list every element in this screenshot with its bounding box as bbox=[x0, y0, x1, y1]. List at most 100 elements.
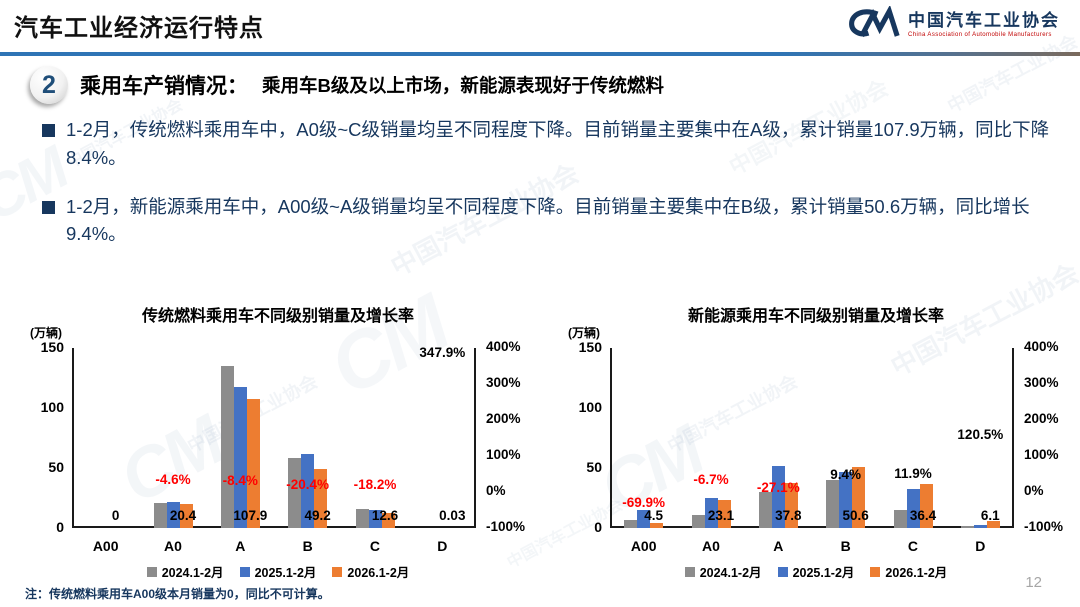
section-heading-row: 2 乘用车产销情况： 乘用车B级及以上市场，新能源表现好于传统燃料 bbox=[30, 66, 664, 104]
bar-2024.1-2月-B bbox=[826, 480, 840, 528]
legend-swatch bbox=[332, 566, 343, 577]
bar-2024.1-2月-B bbox=[288, 458, 302, 528]
chart-title: 新能源乘用车不同级别销量及增长率 bbox=[687, 308, 944, 325]
value-label: 36.4 bbox=[909, 508, 937, 523]
value-label: 0.03 bbox=[439, 508, 466, 523]
caam-logo-text: 中国汽车工业协会 China Association of Automobile… bbox=[908, 12, 1060, 38]
bar-2025.1-2月-B bbox=[839, 472, 853, 528]
growth-label: -18.2% bbox=[353, 476, 397, 492]
caam-monogram-icon bbox=[846, 4, 900, 45]
y-axis-tick: 50 bbox=[586, 459, 602, 475]
growth-label: 120.5% bbox=[957, 426, 1004, 442]
growth-label: -27.1% bbox=[756, 479, 800, 495]
bar-2025.1-2月-B bbox=[301, 454, 315, 528]
legend-label: 2025.1-2月 bbox=[254, 566, 317, 580]
legend-swatch bbox=[684, 566, 695, 577]
x-axis-label: B bbox=[302, 538, 313, 554]
legend-item: 2025.1-2月 bbox=[239, 562, 317, 581]
legend-item: 2026.1-2月 bbox=[332, 562, 409, 581]
y2-axis-tick: 0% bbox=[486, 483, 506, 498]
x-axis-label: A00 bbox=[92, 538, 119, 554]
value-label: 12.6 bbox=[371, 508, 399, 523]
growth-label: -6.7% bbox=[693, 472, 729, 488]
bar-2026.1-2月-A00 bbox=[650, 523, 664, 528]
y2-axis-tick: 400% bbox=[486, 339, 521, 354]
bar-2025.1-2月-C bbox=[906, 489, 920, 528]
legend-swatch bbox=[146, 566, 157, 577]
chart-legend: 2024.1-2月 2025.1-2月 2026.1-2月 bbox=[22, 562, 534, 581]
bar-2024.1-2月-A bbox=[758, 492, 772, 528]
caam-name-en: China Association of Automobile Manufact… bbox=[908, 32, 1052, 39]
growth-label: 11.9% bbox=[894, 465, 932, 481]
legend-label: 2025.1-2月 bbox=[792, 566, 855, 580]
bar-2026.1-2月-A bbox=[246, 399, 260, 528]
caam-logo: 中国汽车工业协会 China Association of Automobile… bbox=[846, 4, 1060, 45]
value-label: 37.8 bbox=[775, 508, 802, 523]
value-label: 0 bbox=[111, 508, 120, 523]
growth-label: -69.9% bbox=[622, 495, 666, 511]
legend-label: 2024.1-2月 bbox=[699, 566, 762, 580]
chart-unit-label: (万辆) bbox=[30, 326, 62, 340]
bullet-square-icon bbox=[42, 200, 55, 214]
x-axis-label: A0 bbox=[702, 538, 720, 554]
bar-2025.1-2月-A0 bbox=[704, 498, 718, 528]
x-axis-label: A bbox=[773, 538, 784, 554]
value-label: 49.2 bbox=[304, 508, 331, 523]
section-subheading: 乘用车B级及以上市场，新能源表现好于传统燃料 bbox=[262, 75, 664, 96]
x-axis-label: C bbox=[369, 538, 381, 554]
bar-2026.1-2月-D bbox=[986, 521, 1000, 528]
bar-2026.1-2月-B bbox=[852, 467, 866, 528]
value-label: 23.1 bbox=[707, 508, 735, 523]
legend-item: 2024.1-2月 bbox=[684, 562, 762, 581]
value-label: 4.5 bbox=[644, 508, 664, 523]
legend-swatch bbox=[870, 566, 881, 577]
legend-item: 2026.1-2月 bbox=[870, 562, 947, 581]
chart-unit-label: (万辆) bbox=[568, 326, 600, 340]
bullet-item: 1-2月，传统燃料乘用车中，A0级~C级销量均呈不同程度下降。目前销量主要集中在… bbox=[42, 116, 1054, 172]
bar-2026.1-2月-C bbox=[381, 513, 395, 528]
bullet-item: 1-2月，新能源乘用车中，A00级~A级销量均呈不同程度下降。目前销量主要集中在… bbox=[42, 193, 1054, 249]
bullet-text: 1-2月，新能源乘用车中，A00级~A级销量均呈不同程度下降。目前销量主要集中在… bbox=[66, 195, 1030, 245]
legend-label: 2026.1-2月 bbox=[885, 566, 948, 580]
caam-name-cn: 中国汽车工业协会 bbox=[908, 11, 1060, 31]
legend-item: 2025.1-2月 bbox=[777, 562, 855, 581]
y-axis-tick: 0 bbox=[56, 519, 64, 535]
y-axis-tick: 150 bbox=[40, 339, 64, 355]
x-axis-label: A bbox=[235, 538, 246, 554]
legend-swatch bbox=[239, 566, 250, 577]
y2-axis-tick: 300% bbox=[1024, 375, 1059, 390]
chart-traditional-fuel: 传统燃料乘用车不同级别销量及增长率 (万辆) 2024.1-2月 2025.1-2… bbox=[22, 298, 534, 581]
growth-label: 9.4% bbox=[830, 466, 862, 482]
y-axis-tick: 0 bbox=[594, 519, 602, 535]
y-axis-tick: 150 bbox=[578, 339, 602, 355]
y-axis-tick: 50 bbox=[48, 459, 64, 475]
bar-2024.1-2月-A0 bbox=[153, 503, 167, 528]
value-label: 50.6 bbox=[842, 508, 869, 523]
bar-2025.1-2月-C bbox=[368, 510, 382, 528]
y2-axis-tick: 200% bbox=[486, 411, 521, 426]
value-label: 20.4 bbox=[169, 508, 197, 523]
growth-label: -4.6% bbox=[155, 471, 191, 487]
section-number-badge: 2 bbox=[30, 66, 68, 104]
bar-2024.1-2月-A bbox=[220, 366, 234, 528]
chart-new-energy: 新能源乘用车不同级别销量及增长率 (万辆) 2024.1-2月 2025.1-2月… bbox=[560, 298, 1072, 581]
growth-label: 347.9% bbox=[419, 344, 466, 360]
bar-2026.1-2月-C bbox=[919, 484, 933, 528]
growth-label: -20.4% bbox=[286, 477, 330, 493]
bar-2026.1-2月-A0 bbox=[179, 504, 193, 528]
value-label: 6.1 bbox=[980, 508, 1000, 523]
bar-2025.1-2月-D bbox=[973, 525, 987, 528]
header-divider bbox=[0, 52, 1080, 56]
y2-axis-tick: 400% bbox=[1024, 339, 1059, 354]
y-axis-tick: 100 bbox=[578, 399, 602, 415]
x-axis-label: C bbox=[907, 538, 919, 554]
value-label: 107.9 bbox=[233, 508, 268, 523]
bar-2025.1-2月-A00 bbox=[637, 510, 651, 528]
y2-axis-tick: 100% bbox=[1024, 447, 1059, 462]
x-axis-label: D bbox=[975, 538, 986, 554]
chart-title: 传统燃料乘用车不同级别销量及增长率 bbox=[141, 308, 414, 325]
bar-2025.1-2月-A bbox=[771, 466, 785, 528]
plot-area bbox=[610, 348, 1014, 528]
section-heading: 乘用车产销情况： bbox=[80, 75, 248, 98]
